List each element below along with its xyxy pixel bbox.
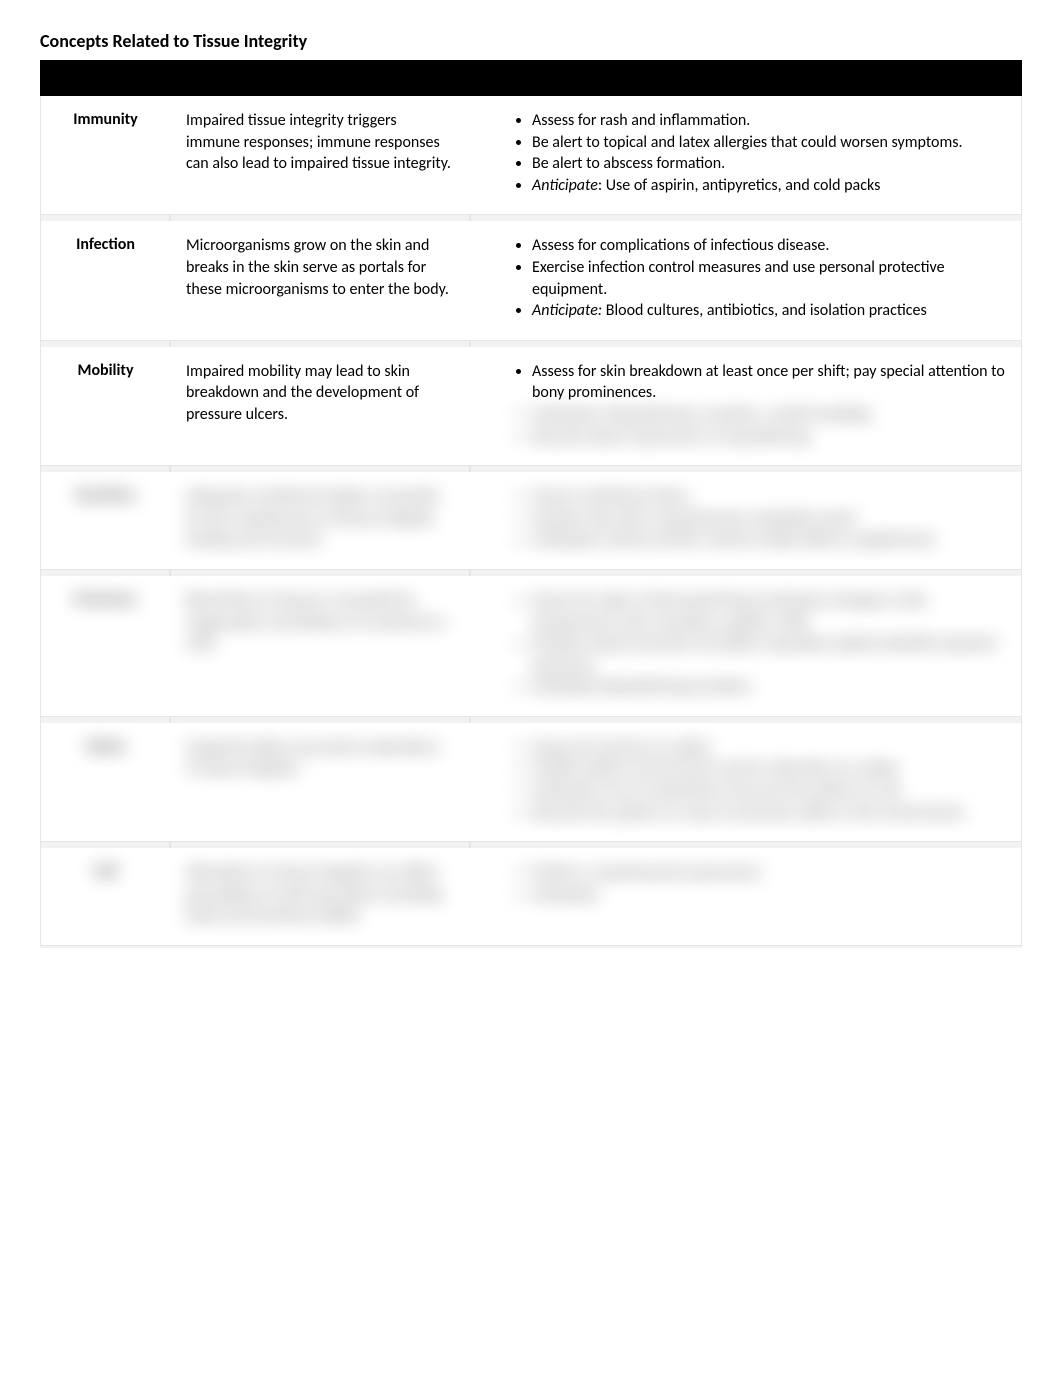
table-row: Safety Impaired safety may lead to altera… xyxy=(40,723,1022,842)
relationship-text: Impaired safety may lead to alterations … xyxy=(186,738,439,779)
relationship-cell: Impaired mobility may lead to skin break… xyxy=(170,347,470,466)
list-item: Anticipate: Repositioning, transfers, ca… xyxy=(532,404,1005,426)
implication-text: : Use of aspirin, antipyretics, and cold… xyxy=(598,176,880,195)
table-row: Perfusion Blood flow to tissues is essent… xyxy=(40,576,1022,717)
implications-list: Assess for rash and inflammation.Be aler… xyxy=(510,110,1005,196)
concept-label: Safety xyxy=(85,737,126,756)
implications-cell: Assess for signs of decreased tissue per… xyxy=(470,576,1022,717)
implication-text: Blood cultures, antibiotics, and isolati… xyxy=(602,301,927,320)
table-header-bar xyxy=(40,60,1022,96)
list-item: Monitor pulses promote circulation repos… xyxy=(532,633,1005,676)
concept-label: Self xyxy=(93,862,118,881)
list-item: Monitor labs CBC comprehensive metabolic… xyxy=(532,508,1005,530)
list-item: Anticipate calories protein vitamin inta… xyxy=(532,529,1005,551)
implications-cell: Assess for barriers to safety.Modify pat… xyxy=(470,723,1022,842)
implications-list: Perform a psychosocial assessment.Antici… xyxy=(510,862,1005,905)
implications-cell: Assess for complications of infectious d… xyxy=(470,221,1022,340)
table-row: Self Alterations in tissue integrity can … xyxy=(40,848,1022,946)
implications-cell: Assess for skin breakdown at least once … xyxy=(470,347,1022,466)
relationship-cell: Microorganisms grow on the skin and brea… xyxy=(170,221,470,340)
concept-cell: Perfusion xyxy=(40,576,170,717)
relationship-text: Impaired mobility may lead to skin break… xyxy=(186,362,419,424)
implications-list: Assess for barriers to safety.Modify pat… xyxy=(510,737,1005,823)
list-item: Be alert to abscess formation. xyxy=(532,153,1005,175)
list-item: Anticipate: Use of aspirin, antipyretics… xyxy=(532,175,1005,197)
list-item: Assess nutritional status. xyxy=(532,486,1005,508)
concept-label: Infection xyxy=(76,235,135,254)
relationship-cell: Alterations in tissue integrity can affe… xyxy=(170,848,470,946)
implications-list: Assess nutritional status.Monitor labs C… xyxy=(510,486,1005,551)
list-item: Anticipate: Blood cultures, antibiotics,… xyxy=(532,300,1005,322)
list-item: Be alert to topical and latex allergies … xyxy=(532,132,1005,154)
table-row: Infection Microorganisms grow on the skin… xyxy=(40,221,1022,340)
concept-cell: Safety xyxy=(40,723,170,842)
implications-list: Assess for signs of decreased tissue per… xyxy=(510,590,1005,698)
list-item: Anticipate Repositioning transfers. xyxy=(532,676,1005,698)
implications-cell: Assess nutritional status.Monitor labs C… xyxy=(470,472,1022,570)
concept-cell: Mobility xyxy=(40,347,170,466)
list-item: Assess for rash and inflammation. xyxy=(532,110,1005,132)
list-item: Modify patient environment and for alter… xyxy=(532,758,1005,780)
relationship-text: Alterations in tissue integrity can affe… xyxy=(186,863,442,925)
table-row: Nutrition Adequate nutritional intake is … xyxy=(40,472,1022,570)
relationship-text: Impaired tissue integrity triggers immun… xyxy=(186,111,451,173)
page-title: Concepts Related to Tissue Integrity xyxy=(40,30,1022,52)
list-item: Assess for signs of decreased tissue per… xyxy=(532,590,1005,633)
concept-cell: Infection xyxy=(40,221,170,340)
list-item: Anticipate. xyxy=(532,884,1005,906)
table-row: Mobility Impaired mobility may lead to sk… xyxy=(40,347,1022,466)
anticipate-label: Anticipate: xyxy=(532,301,602,320)
list-item: Perform a psychosocial assessment. xyxy=(532,862,1005,884)
implications-list: Assess for skin breakdown at least once … xyxy=(510,361,1005,447)
list-item: Educate the patient on ways to promote s… xyxy=(532,802,1005,824)
concept-label: Perfusion xyxy=(74,590,137,609)
list-item: Assess for skin breakdown at least once … xyxy=(532,361,1005,404)
implications-cell: Perform a psychosocial assessment.Antici… xyxy=(470,848,1022,946)
relationship-text: Adequate nutritional intake is essential… xyxy=(186,487,438,549)
concept-cell: Nutrition xyxy=(40,472,170,570)
implications-list: Assess for complications of infectious d… xyxy=(510,235,1005,321)
relationship-cell: Impaired tissue integrity triggers immun… xyxy=(170,96,470,215)
list-item: Assess for complications of infectious d… xyxy=(532,235,1005,257)
relationship-text: Blood flow to tissues is essential for o… xyxy=(186,591,446,653)
concepts-table: Immunity Impaired tissue integrity trigge… xyxy=(40,60,1022,948)
relationship-text: Microorganisms grow on the skin and brea… xyxy=(186,236,449,298)
relationship-cell: Blood flow to tissues is essential for o… xyxy=(170,576,470,717)
relationship-cell: Adequate nutritional intake is essential… xyxy=(170,472,470,570)
table-bottom-edge xyxy=(40,946,1022,948)
concept-label: Nutrition xyxy=(75,486,136,505)
concept-label: Mobility xyxy=(77,361,133,380)
relationship-cell: Impaired safety may lead to alterations … xyxy=(170,723,470,842)
concept-cell: Immunity xyxy=(40,96,170,215)
list-item: Educate about importance of repositionin… xyxy=(532,426,1005,448)
concept-cell: Self xyxy=(40,848,170,946)
table-row: Immunity Impaired tissue integrity trigge… xyxy=(40,96,1022,215)
concept-label: Immunity xyxy=(73,110,138,129)
anticipate-label: Anticipate xyxy=(532,176,598,195)
list-item: Exercise infection control measures and … xyxy=(532,257,1005,300)
list-item: Anticipate Use of medications that put t… xyxy=(532,780,1005,802)
implications-cell: Assess for rash and inflammation.Be aler… xyxy=(470,96,1022,215)
list-item: Assess for barriers to safety. xyxy=(532,737,1005,759)
